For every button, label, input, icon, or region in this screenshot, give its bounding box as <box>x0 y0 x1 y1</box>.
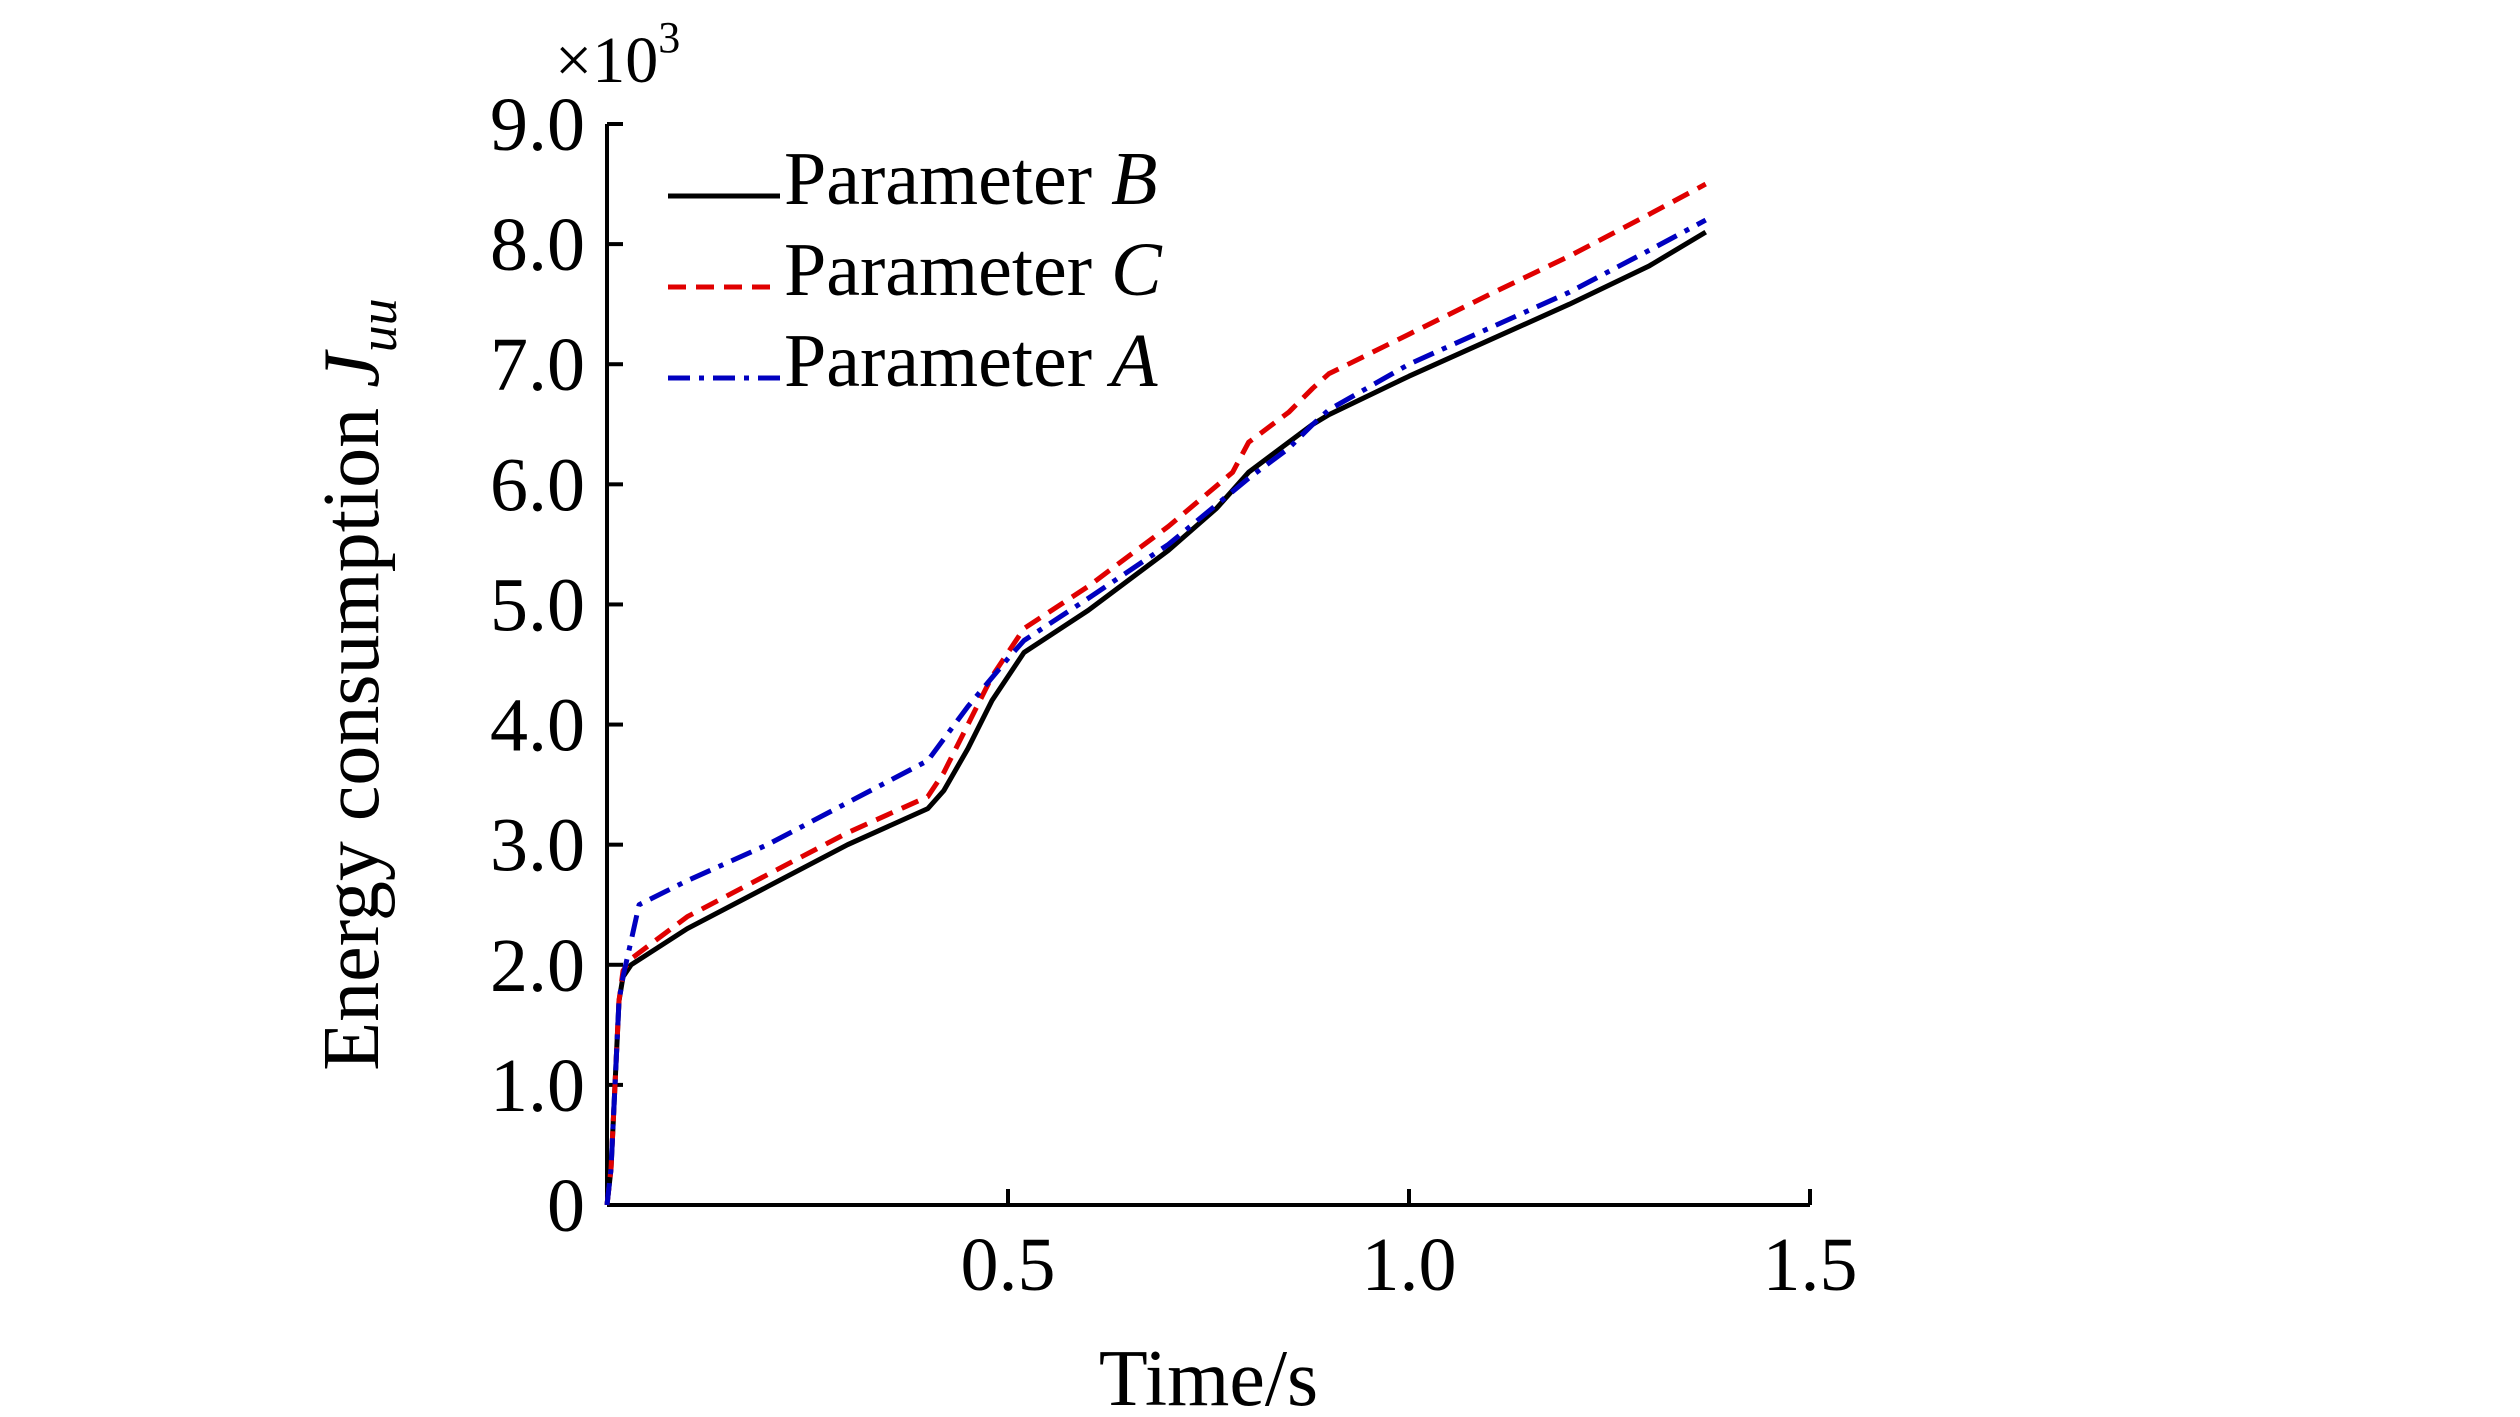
legend-label-text: Parameter <box>784 137 1111 221</box>
legend-label-b: Parameter B <box>784 137 1157 221</box>
y-tick-label: 0 <box>547 1164 585 1248</box>
legend-label-variable: C <box>1111 228 1163 312</box>
legend-label-variable: B <box>1111 137 1157 221</box>
y-ticks: 0 1.0 2.0 3.0 4.0 5.0 6.0 7.0 8.0 9.0 <box>490 83 623 1248</box>
y-axis-title-text: Energy consumption <box>308 388 396 1071</box>
y-tick-label: 7.0 <box>490 323 585 407</box>
y-axis-title-subscript: uu <box>348 298 408 352</box>
legend-label-variable: A <box>1106 319 1158 403</box>
y-axis-multiplier: ×103 <box>555 13 680 97</box>
y-tick-label: 3.0 <box>490 804 585 888</box>
legend-label-a: Parameter A <box>784 319 1158 403</box>
y-tick-label: 6.0 <box>490 443 585 527</box>
legend-label-text: Parameter <box>784 319 1111 403</box>
y-tick-label: 8.0 <box>490 203 585 287</box>
x-ticks: 0.5 1.0 1.5 <box>961 1189 1858 1307</box>
series-line-a <box>604 217 1707 1206</box>
y-tick-label: 9.0 <box>490 83 585 167</box>
y-multiplier-prefix: ×10 <box>555 24 658 97</box>
axes <box>605 124 1810 1207</box>
y-axis-title-variable: J <box>308 349 396 388</box>
x-tick-label: 0.5 <box>961 1223 1056 1307</box>
y-axis-title: Energy consumption Juu <box>308 298 408 1070</box>
y-multiplier-exponent: 3 <box>658 13 680 62</box>
x-tick-label: 1.5 <box>1763 1223 1858 1307</box>
y-tick-label: 1.0 <box>490 1044 585 1128</box>
x-tick-label: 1.0 <box>1362 1223 1457 1307</box>
series-group <box>604 181 1707 1206</box>
y-tick-label: 4.0 <box>490 684 585 768</box>
legend-label-text: Parameter <box>784 228 1111 312</box>
y-tick-label: 2.0 <box>490 924 585 1008</box>
y-tick-label: 5.0 <box>490 563 585 647</box>
legend-label-c: Parameter C <box>784 228 1163 312</box>
x-axis-title: Time/s <box>1099 1335 1318 1417</box>
